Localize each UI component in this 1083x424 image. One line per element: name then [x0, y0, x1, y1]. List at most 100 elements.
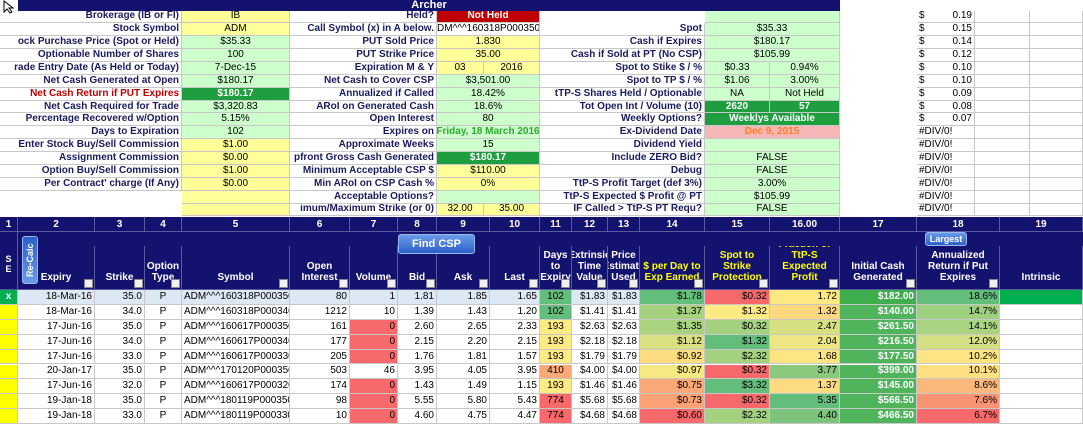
row-marker[interactable]: [0, 394, 18, 410]
filter-button[interactable]: [597, 279, 606, 288]
field-value[interactable]: [182, 190, 290, 204]
field-value[interactable]: ADM: [182, 23, 290, 37]
filter-button[interactable]: [134, 279, 143, 288]
table-cell: 177: [290, 334, 350, 350]
table-cell: $1.78: [640, 290, 705, 305]
row-marker[interactable]: [0, 319, 18, 335]
table-cell: 0: [350, 379, 398, 395]
filter-button[interactable]: [989, 279, 998, 288]
empty-cell: [975, 100, 1030, 114]
field-value[interactable]: $0.00: [182, 177, 290, 191]
table-cell: 1.81: [437, 349, 490, 365]
filter-button[interactable]: [84, 279, 93, 288]
field-value: 18.42%: [437, 87, 540, 101]
sheet-title: Archer: [18, 0, 840, 11]
table-cell: $182.00: [840, 290, 917, 305]
field-value[interactable]: 03: [437, 61, 484, 75]
table-cell: 3.95: [490, 364, 540, 380]
currency-symbol: $: [917, 11, 942, 24]
table-cell: $0.60: [640, 409, 705, 424]
table-cell: P: [145, 394, 182, 410]
table-cell: 1212: [290, 304, 350, 320]
recalc-button[interactable]: Re-Calc: [22, 236, 38, 284]
field-label: Dividend Yield: [540, 139, 705, 153]
field-value[interactable]: $0.00: [182, 152, 290, 165]
field-value: $105.99: [705, 190, 840, 204]
field-value[interactable]: IB: [182, 10, 290, 24]
field-value[interactable]: [182, 203, 290, 217]
field-value[interactable]: 1.830: [437, 36, 540, 50]
field-label: Minimum Acceptable CSP $: [290, 164, 437, 178]
column-header: Spot to Strike Protection: [705, 246, 770, 290]
table-cell: 0: [350, 334, 398, 350]
table-cell: $2.63: [608, 319, 640, 335]
field-label: Days to Expiration: [0, 126, 182, 140]
row-marker[interactable]: [0, 379, 18, 395]
empty-cell: [975, 139, 1030, 153]
table-cell: $2.18: [608, 334, 640, 350]
field-value[interactable]: 35.00: [484, 203, 540, 217]
field-value[interactable]: $1.00: [182, 164, 290, 178]
filter-button[interactable]: [479, 279, 488, 288]
table-cell: 0: [350, 394, 398, 410]
field-label: pfront Gross Cash Generated: [290, 152, 437, 165]
field-value: Friday, 18 March 2016: [437, 126, 540, 140]
row-marker[interactable]: [0, 349, 18, 365]
empty-cell: [1030, 177, 1083, 191]
filter-button[interactable]: [759, 279, 768, 288]
row-marker[interactable]: [0, 334, 18, 350]
field-value[interactable]: 2016: [484, 61, 540, 75]
table-cell: [1000, 409, 1083, 424]
field-value: $180.17: [182, 87, 290, 101]
filter-button[interactable]: [279, 279, 288, 288]
filter-button[interactable]: [387, 279, 396, 288]
table-cell: 18.6%: [917, 290, 1000, 305]
table-cell: $1.12: [640, 334, 705, 350]
table-cell: ADM^^^160617P00035000: [182, 319, 290, 335]
filter-button[interactable]: [529, 279, 538, 288]
empty-cell: [1030, 36, 1083, 50]
table-cell: 18-Mar-16: [18, 290, 95, 305]
table-cell: 2.47: [770, 319, 840, 335]
row-marker[interactable]: [0, 409, 18, 424]
column-number: 6: [290, 217, 350, 232]
field-value[interactable]: $1.00: [182, 139, 290, 153]
filter-button[interactable]: [906, 279, 915, 288]
column-header: Symbol: [182, 246, 290, 290]
filter-button[interactable]: [426, 279, 435, 288]
field-value[interactable]: $110.00: [437, 164, 540, 178]
field-value[interactable]: 35.00: [437, 49, 540, 62]
table-cell: 1: [350, 290, 398, 305]
table-cell: 35.0: [95, 290, 145, 305]
row-marker[interactable]: [0, 304, 18, 320]
table-cell: 102: [540, 304, 572, 320]
largest-button[interactable]: Largest: [925, 232, 967, 246]
table-cell: 5.80: [437, 394, 490, 410]
find-csp-button[interactable]: Find CSP: [398, 234, 475, 254]
table-cell: 10.2%: [917, 349, 1000, 365]
field-value[interactable]: 32.00: [437, 203, 484, 217]
table-cell: 4.47: [490, 409, 540, 424]
table-cell: 1.81: [398, 290, 437, 305]
filter-button[interactable]: [339, 279, 348, 288]
filter-button[interactable]: [561, 279, 570, 288]
table-cell: P: [145, 364, 182, 380]
table-cell: $1.46: [572, 379, 608, 395]
row-marker[interactable]: x: [0, 290, 18, 305]
empty-cell: [975, 126, 1030, 140]
field-label: Tot Open Int / Volume (10): [540, 100, 705, 114]
column-number: 15: [705, 217, 770, 232]
table-cell: 10: [350, 304, 398, 320]
field-value[interactable]: 0%: [437, 177, 540, 191]
empty-cell: [975, 10, 1030, 24]
table-cell: [1000, 290, 1083, 305]
filter-button[interactable]: [171, 279, 180, 288]
field-value: $180.17: [437, 152, 540, 165]
filter-button[interactable]: [829, 279, 838, 288]
table-cell: $2.32: [705, 409, 770, 424]
column-header: Initial Cash Generated: [840, 246, 917, 290]
row-marker[interactable]: [0, 364, 18, 380]
table-cell: 8.6%: [917, 379, 1000, 395]
filter-button[interactable]: [629, 279, 638, 288]
filter-button[interactable]: [694, 279, 703, 288]
